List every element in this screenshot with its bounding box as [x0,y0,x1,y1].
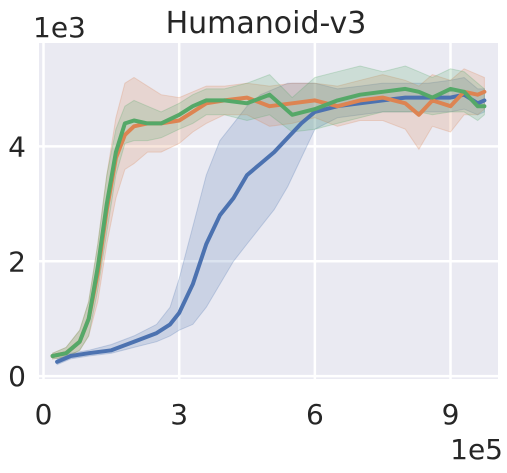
series-line-blue [55,92,487,364]
y-multiplier-label: 1e3 [33,11,86,44]
x-multiplier-label: 1e5 [450,433,503,466]
series-lines [50,86,487,364]
band-blue [56,76,485,366]
chart-title: Humanoid-v3 [166,6,367,41]
x-tick-label: 0 [35,398,53,431]
x-tick-label: 9 [442,398,460,431]
y-tick-label: 0 [8,360,26,393]
band-orange [52,68,485,360]
y-tick-label: 4 [8,130,26,163]
y-tick-labels: 0 2 4 [8,130,26,393]
x-tick-label: 3 [170,398,188,431]
y-tick-label: 2 [8,245,26,278]
series-line-green [50,86,487,358]
x-tick-label: 6 [306,398,324,431]
x-tick-labels: 0 3 6 9 [35,398,460,431]
